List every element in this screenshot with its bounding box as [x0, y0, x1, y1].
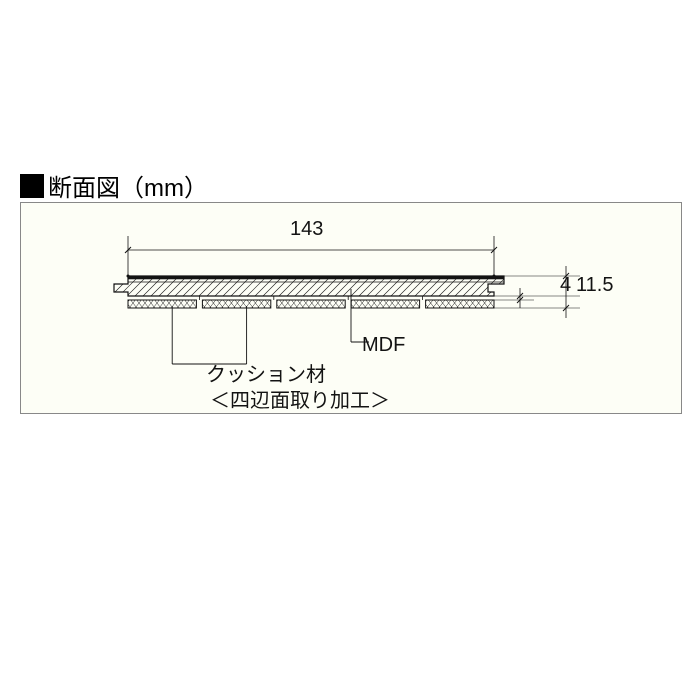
title-square-icon	[20, 174, 44, 198]
canvas: 断面図（mm） 143 4 11.5 MDF クッション材 ＜四辺面取り加工＞	[0, 0, 700, 700]
label-cushion: クッション材	[206, 358, 326, 387]
label-mdf: MDF	[362, 334, 405, 357]
dim-gap: 4	[560, 274, 571, 297]
dim-width: 143	[290, 218, 323, 241]
dim-height: 11.5	[576, 274, 613, 297]
title-bar: 断面図（mm）	[20, 168, 208, 203]
section-title: 断面図（mm）	[48, 168, 208, 203]
cross-section-diagram	[20, 202, 680, 412]
label-note: ＜四辺面取り加工＞	[210, 384, 390, 413]
